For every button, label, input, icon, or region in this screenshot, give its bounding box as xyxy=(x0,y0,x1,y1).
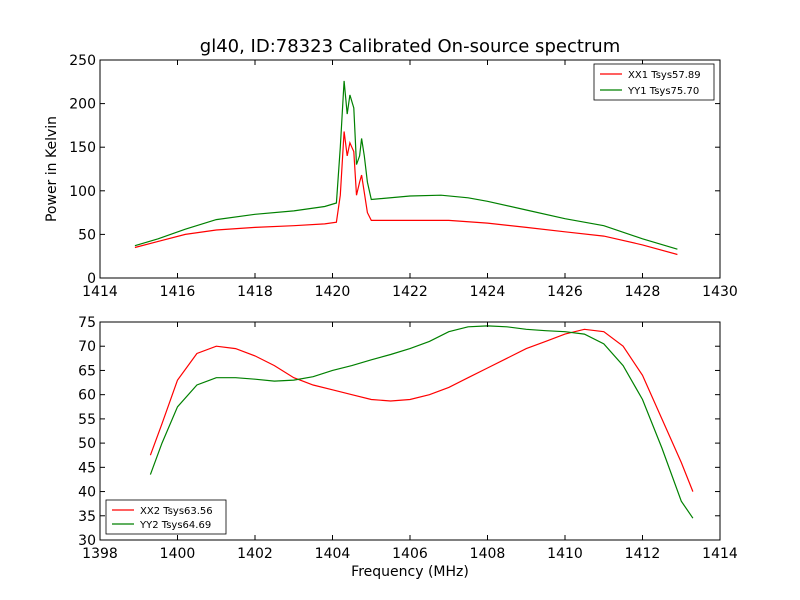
top-x-tick-label: 1430 xyxy=(702,284,738,300)
bottom-y-tick-label: 50 xyxy=(78,436,96,452)
chart-title: gl40, ID:78323 Calibrated On-source spec… xyxy=(200,36,620,57)
top-legend-box xyxy=(593,63,715,101)
top-x-tick-label: 1414 xyxy=(82,284,118,300)
top-ylabel: Power in Kelvin xyxy=(44,116,60,222)
bottom-series-line-2 xyxy=(149,325,694,519)
bottom-series-line-1 xyxy=(149,328,694,492)
top-legend-label-yy1: YY1 Tsys75.70 xyxy=(627,86,699,97)
bottom-x-tick-label: 1406 xyxy=(392,546,428,562)
bottom-y-tick-label: 30 xyxy=(78,533,96,549)
top-x-tick-label: 1422 xyxy=(392,284,428,300)
bottom-x-tick-label: 1412 xyxy=(625,546,661,562)
bottom-plot: 1398 1400 1402 1404 1406 1408 1410 1412 1414 30 35… xyxy=(78,315,738,580)
bottom-y-tick-label: 45 xyxy=(78,460,96,476)
top-series-line-2 xyxy=(134,80,678,250)
top-x-tick-label: 1418 xyxy=(237,284,273,300)
bottom-legend-label-yy2: YY2 Tsys64.69 xyxy=(139,520,211,531)
bottom-y-tick-label: 55 xyxy=(78,412,96,428)
top-y-tick-label: 50 xyxy=(78,227,96,243)
bottom-x-tick-label: 1400 xyxy=(160,546,196,562)
bottom-x-tick-label: 1408 xyxy=(470,546,506,562)
bottom-xlabel: Frequency (MHz) xyxy=(351,564,469,580)
top-y-tick-label: 0 xyxy=(87,271,96,287)
bottom-legend: XX2 Tsys63.56 YY2 Tsys64.69 xyxy=(105,499,227,535)
bottom-x-tick-label: 1398 xyxy=(82,546,118,562)
top-x-tick-label: 1424 xyxy=(470,284,506,300)
top-x-tick-label: 1428 xyxy=(625,284,661,300)
top-legend-label-xx1: XX1 Tsys57.89 xyxy=(628,70,701,81)
top-x-tick-label: 1420 xyxy=(315,284,351,300)
bottom-y-tick-label: 65 xyxy=(78,363,96,379)
top-y-tick-label: 150 xyxy=(69,140,96,156)
top-y-tick-label: 250 xyxy=(69,53,96,69)
top-y-tick-label: 200 xyxy=(69,97,96,113)
bottom-x-tick-label: 1414 xyxy=(702,546,738,562)
bottom-x-tick-label: 1404 xyxy=(315,546,351,562)
bottom-x-tick-label: 1402 xyxy=(237,546,273,562)
top-x-tick-label: 1416 xyxy=(160,284,196,300)
top-plot: 1414 1416 1418 1420 1422 1424 1426 1428 1430 0 50 1… xyxy=(44,53,738,300)
top-legend: XX1 Tsys57.89 YY1 Tsys75.70 xyxy=(593,63,715,101)
top-x-tick-label: 1426 xyxy=(547,284,583,300)
bottom-y-tick-label: 75 xyxy=(78,315,96,331)
bottom-legend-box xyxy=(105,499,227,535)
top-series-line-1 xyxy=(134,131,678,256)
top-y-tick-label: 100 xyxy=(69,184,96,200)
bottom-y-tick-label: 70 xyxy=(78,339,96,355)
bottom-y-tick-label: 35 xyxy=(78,509,96,525)
bottom-y-tick-label: 60 xyxy=(78,388,96,404)
bottom-x-tick-label: 1410 xyxy=(547,546,583,562)
bottom-legend-label-xx2: XX2 Tsys63.56 xyxy=(140,506,213,517)
bottom-y-tick-label: 40 xyxy=(78,485,96,501)
